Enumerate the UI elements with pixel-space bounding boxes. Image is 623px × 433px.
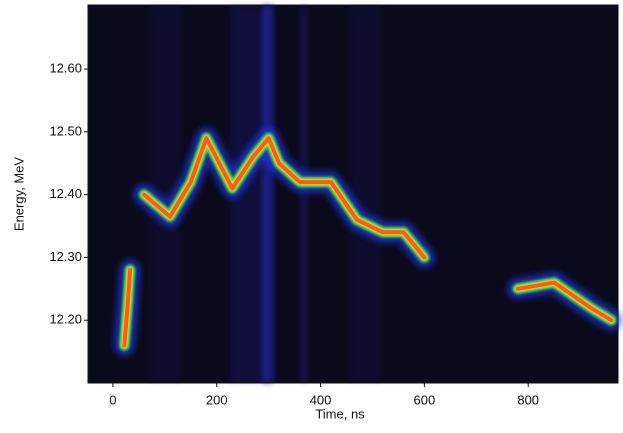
y-axis-label: Energy, MeV [11,157,26,232]
streak [350,5,380,383]
x-tick-label: 400 [310,392,332,407]
x-tick-label: 800 [517,392,539,407]
x-axis-label: Time, ns [315,406,365,421]
y-tick-label: 12.50 [49,123,82,138]
x-tick-label: 600 [414,392,436,407]
y-tick-label: 12.60 [49,60,82,75]
y-tick-label: 12.40 [49,186,82,201]
ridge-line [122,136,614,348]
streak [300,5,308,383]
x-tick-label: 200 [206,392,228,407]
streak [262,5,274,383]
y-tick-label: 12.20 [49,312,82,327]
plot-frame [87,4,619,384]
y-tick-label: 12.30 [49,249,82,264]
x-tick-label: 0 [109,392,116,407]
